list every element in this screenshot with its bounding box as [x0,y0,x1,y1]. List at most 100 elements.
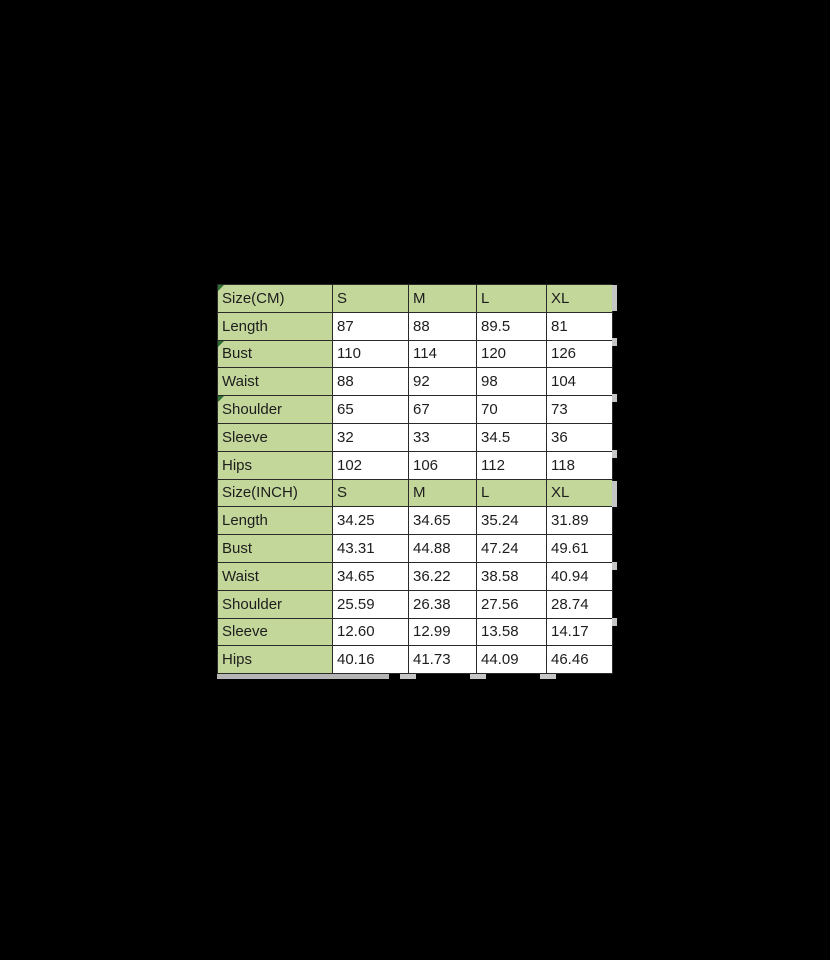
table-header-row-inch: Size(INCH) S M L XL [217,478,613,508]
size-value-cell: 34.5 [476,422,547,452]
row-label: Waist [217,367,333,397]
row-label-text: Shoulder [222,401,283,419]
size-value-cell: 98 [476,367,547,397]
size-value-cell: 25.59 [332,589,409,619]
render-artifact [470,674,486,679]
render-artifact [612,562,617,570]
table-row: Bust 43.31 44.88 47.24 49.61 [217,534,613,563]
cell-corner-marker-icon [218,285,224,291]
size-value-cell: 106 [408,450,477,480]
size-value-cell: 102 [332,450,409,480]
size-value-cell: 70 [476,395,547,424]
size-value-cell: 88 [332,367,409,397]
render-artifact [217,674,389,679]
render-artifact [612,285,617,311]
size-value-cell: 118 [546,450,613,480]
size-value-cell: 44.09 [476,645,547,675]
row-label: Bust [217,339,333,369]
size-value-cell: 88 [408,311,477,341]
row-label: Length [217,506,333,536]
size-value-cell: 12.60 [332,617,409,647]
table-row: Length 34.25 34.65 35.24 31.89 [217,506,613,536]
render-artifact [400,674,416,679]
column-header-l: L [476,284,547,313]
size-value-cell: 13.58 [476,617,547,647]
size-value-cell: 34.25 [332,506,409,536]
row-label: Shoulder [217,395,333,424]
size-value-cell: 110 [332,339,409,369]
row-label: Length [217,311,333,341]
row-label: Shoulder [217,589,333,619]
row-label-text: Bust [222,345,253,363]
size-value-cell: 28.74 [546,589,613,619]
size-value-cell: 44.88 [408,534,477,563]
size-value-cell: 43.31 [332,534,409,563]
cell-corner-marker-icon [218,396,224,403]
render-artifact [612,394,617,402]
size-value-cell: 81 [546,311,613,341]
size-value-cell: 104 [546,367,613,397]
table-header-row-cm: Size(CM) S M L XL [217,284,613,313]
size-value-cell: 26.38 [408,589,477,619]
render-artifact [612,450,617,458]
size-value-cell: 92 [408,367,477,397]
section-header-inch: Size(INCH) [217,478,333,508]
column-header-m: M [408,478,477,508]
table-row: Sleeve 32 33 34.5 36 [217,422,613,452]
row-label: Hips [217,450,333,480]
table-row: Waist 34.65 36.22 38.58 40.94 [217,561,613,591]
table-row: Length 87 88 89.5 81 [217,311,613,341]
size-value-cell: 38.58 [476,561,547,591]
column-header-s: S [332,284,409,313]
table-row: Shoulder 65 67 70 73 [217,395,613,424]
table-row: Hips 102 106 112 118 [217,450,613,480]
size-value-cell: 40.16 [332,645,409,675]
render-artifact [612,618,617,626]
row-label: Sleeve [217,422,333,452]
size-value-cell: 33 [408,422,477,452]
size-value-cell: 73 [546,395,613,424]
size-value-cell: 36.22 [408,561,477,591]
size-value-cell: 14.17 [546,617,613,647]
row-label: Hips [217,645,333,675]
size-value-cell: 40.94 [546,561,613,591]
size-value-cell: 67 [408,395,477,424]
column-header-xl: XL [546,284,613,313]
size-value-cell: 126 [546,339,613,369]
size-value-cell: 41.73 [408,645,477,675]
column-header-l: L [476,478,547,508]
size-chart-table: Size(CM) S M L XL Length 87 88 89.5 81 B… [217,284,613,675]
table-row: Shoulder 25.59 26.38 27.56 28.74 [217,589,613,619]
row-label: Bust [217,534,333,563]
render-artifact [612,481,617,507]
row-label: Waist [217,561,333,591]
size-value-cell: 87 [332,311,409,341]
render-artifact [612,338,617,346]
size-value-cell: 34.65 [408,506,477,536]
size-value-cell: 32 [332,422,409,452]
size-value-cell: 65 [332,395,409,424]
table-row: Bust 110 114 120 126 [217,339,613,369]
size-value-cell: 36 [546,422,613,452]
table-row: Sleeve 12.60 12.99 13.58 14.17 [217,617,613,647]
render-artifact [540,674,556,679]
column-header-s: S [332,478,409,508]
size-value-cell: 35.24 [476,506,547,536]
section-header-label: Size(CM) [222,289,285,307]
row-label: Sleeve [217,617,333,647]
table-row: Hips 40.16 41.73 44.09 46.46 [217,645,613,675]
size-value-cell: 114 [408,339,477,369]
column-header-xl: XL [546,478,613,508]
table-row: Waist 88 92 98 104 [217,367,613,397]
size-value-cell: 34.65 [332,561,409,591]
size-value-cell: 47.24 [476,534,547,563]
section-header-cm: Size(CM) [217,284,333,313]
size-value-cell: 12.99 [408,617,477,647]
size-value-cell: 112 [476,450,547,480]
size-value-cell: 31.89 [546,506,613,536]
size-value-cell: 49.61 [546,534,613,563]
size-value-cell: 120 [476,339,547,369]
column-header-m: M [408,284,477,313]
size-value-cell: 89.5 [476,311,547,341]
